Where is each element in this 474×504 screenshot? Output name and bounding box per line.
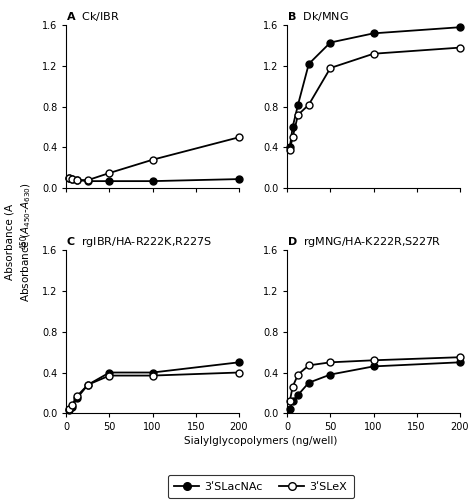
- Text: $\bf{A}$  Ck/IBR: $\bf{A}$ Ck/IBR: [66, 10, 120, 23]
- Text: Absorbance ($A_{450}$-$A_{630}$): Absorbance ($A_{450}$-$A_{630}$): [19, 182, 33, 302]
- Text: $\bf{D}$  rgMNG/HA-K222R,S227R: $\bf{D}$ rgMNG/HA-K222R,S227R: [287, 235, 441, 248]
- Text: 450: 450: [19, 234, 28, 249]
- Text: $\bf{C}$  rgIBR/HA-R222K,R227S: $\bf{C}$ rgIBR/HA-R222K,R227S: [66, 235, 213, 248]
- Text: $\bf{B}$  Dk/MNG: $\bf{B}$ Dk/MNG: [287, 10, 349, 23]
- Text: Sialylglycopolymers (ng/well): Sialylglycopolymers (ng/well): [184, 436, 337, 446]
- Text: Absorbance (A: Absorbance (A: [4, 204, 15, 280]
- Legend: 3ʹSLacNAc, 3ʹSLeX: 3ʹSLacNAc, 3ʹSLeX: [168, 475, 354, 498]
